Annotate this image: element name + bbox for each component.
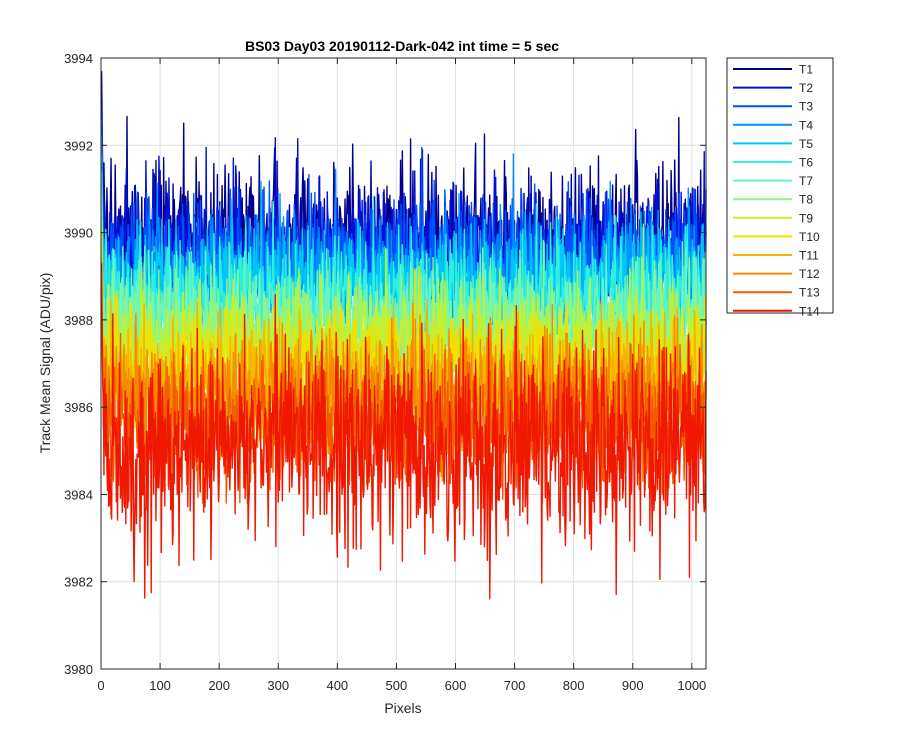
x-tick-label: 100 <box>149 678 171 693</box>
y-axis-label: Track Mean Signal (ADU/pix) <box>37 273 53 454</box>
x-tick-label: 800 <box>563 678 585 693</box>
legend: T1 T2 T3 T4 T5 T6 T7 T8 T9 T10 T11 T12 T13 T14 <box>726 57 834 318</box>
legend-label: T9 <box>799 211 813 225</box>
series-line-t14 <box>100 263 707 600</box>
legend-label: T5 <box>799 137 813 151</box>
y-tick-label: 3992 <box>64 138 93 153</box>
legend-label: T3 <box>799 100 813 114</box>
x-tick-label: 500 <box>386 678 408 693</box>
y-tick-label: 3982 <box>64 575 93 590</box>
plot-frame <box>100 57 707 670</box>
legend-box <box>726 57 834 314</box>
plot-area: 0 100 200 300 400 500 600 700 800 900 1000 3980 3982… <box>64 51 707 693</box>
legend-label: T10 <box>799 230 820 244</box>
y-tick-label: 3994 <box>64 51 93 66</box>
legend-items: T1 T2 T3 T4 T5 T6 T7 T8 T9 T10 T11 T12 T13 T14 <box>733 63 820 318</box>
x-tick-label: 200 <box>208 678 230 693</box>
legend-label: T1 <box>799 63 813 77</box>
series-lines <box>100 71 707 600</box>
x-tick-label: 400 <box>326 678 348 693</box>
y-tick-label: 3988 <box>64 313 93 328</box>
x-tick-label: 700 <box>504 678 526 693</box>
legend-label: T4 <box>799 118 813 132</box>
x-tick-label: 0 <box>97 678 104 693</box>
x-tick-label: 900 <box>622 678 644 693</box>
legend-label: T14 <box>799 304 820 318</box>
legend-label: T6 <box>799 156 813 170</box>
legend-label: T12 <box>799 267 820 281</box>
x-tick-label: 600 <box>445 678 467 693</box>
x-tick-label: 1000 <box>677 678 706 693</box>
legend-label: T13 <box>799 286 820 300</box>
legend-label: T11 <box>799 249 819 263</box>
y-tick-label: 3990 <box>64 226 93 241</box>
legend-label: T2 <box>799 81 813 95</box>
y-tick-label: 3986 <box>64 400 93 415</box>
legend-label: T8 <box>799 193 813 207</box>
y-tick-label: 3984 <box>64 487 93 502</box>
y-tick-label: 3980 <box>64 662 93 677</box>
legend-label: T7 <box>799 174 813 188</box>
axis-ticks: 0 100 200 300 400 500 600 700 800 900 1000 3980 3982… <box>64 51 706 693</box>
chart-title: BS03 Day03 20190112-Dark-042 int time = … <box>245 38 559 54</box>
x-axis-label: Pixels <box>384 700 421 716</box>
x-tick-label: 300 <box>267 678 289 693</box>
